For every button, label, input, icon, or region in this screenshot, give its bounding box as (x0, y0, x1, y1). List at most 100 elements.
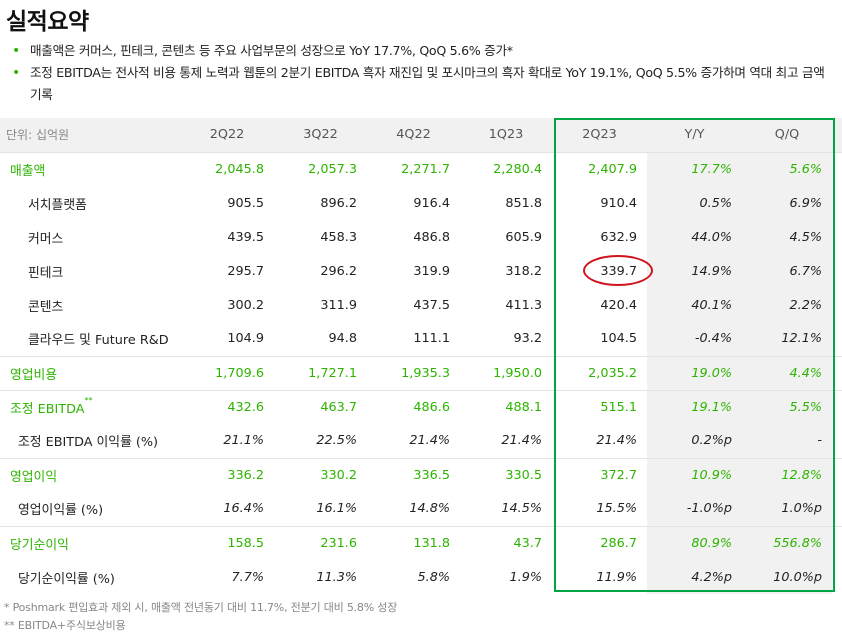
table-cell: 486.6 (367, 389, 460, 424)
table-cell: 318.2 (505, 263, 542, 279)
table-cell: 111.1 (413, 331, 450, 347)
column-header: Q/Q (742, 118, 832, 152)
table-cell: 458.3 (320, 229, 357, 245)
table-cell: 2,045.8 (180, 151, 274, 186)
table-cell: 300.2 (227, 297, 264, 313)
table-cell: 296.2 (320, 263, 357, 279)
table-cell: 1,935.3 (367, 355, 460, 390)
table-cell: 420.4 (600, 297, 637, 313)
table-cell: 14.9% (647, 254, 742, 288)
row-spacer (832, 525, 842, 560)
table-cell: 1,727.1 (274, 355, 367, 390)
row-spacer (832, 560, 842, 594)
table-cell: 11.9% (596, 569, 637, 585)
table-cell: 4.4% (742, 355, 832, 390)
table-cell: 488.1 (460, 389, 552, 424)
table-cell: 44.0% (647, 220, 742, 254)
table-row: 커머스 439.5 458.3 486.8 605.9 632.9 44.0% 4.5% (0, 220, 842, 254)
table-cell: 104.5 (600, 331, 637, 347)
table-cell: 336.2 (180, 457, 274, 492)
table-row: 당기순이익률 (%) 7.7% 11.3% 5.8% 1.9% 11.9% 4.2%p 10.… (0, 560, 842, 594)
table-cell: 7.7% (231, 569, 264, 585)
table-row: 영업이익률 (%) 16.4% 16.1% 14.8% 14.5% 15.5% -1.0%p… (0, 492, 842, 526)
row-label: 당기순이익률 (%) (18, 571, 115, 587)
column-header: 1Q23 (460, 118, 552, 152)
row-label: 매출액 (0, 151, 180, 186)
table-cell: 21.4% (596, 433, 637, 449)
green-dot-icon: • (12, 43, 20, 59)
table-cell: 372.7 (552, 457, 647, 492)
bullet-item: • 매출액은 커머스, 핀테크, 콘텐츠 등 주요 사업부문의 성장으로 YoY… (12, 40, 832, 62)
row-spacer (832, 355, 842, 390)
table-cell: 14.5% (501, 501, 542, 517)
row-spacer (832, 288, 842, 322)
table-cell: 12.1% (742, 322, 832, 356)
table-cell: 40.1% (647, 288, 742, 322)
table-cell: 19.1% (647, 389, 742, 424)
row-spacer (832, 389, 842, 424)
table-cell: - (742, 424, 832, 458)
table-cell: 93.2 (513, 331, 543, 347)
row-spacer (832, 424, 842, 458)
table-cell: -0.4% (647, 322, 742, 356)
row-spacer (832, 322, 842, 356)
table-cell: 286.7 (552, 525, 647, 560)
row-label: 영업비용 (0, 355, 180, 390)
row-spacer (832, 492, 842, 526)
column-header: 2Q23 (552, 118, 647, 152)
unit-label: 단위: 십억원 (0, 118, 180, 152)
table-cell: 22.5% (316, 433, 357, 449)
table-row: 당기순이익 158.5 231.6 131.8 43.7 286.7 80.9% 556.8% (0, 525, 842, 560)
table-cell: 486.8 (413, 229, 450, 245)
table-cell: 2,271.7 (367, 151, 460, 186)
table-row: 영업비용 1,709.6 1,727.1 1,935.3 1,950.0 2,035.2 1… (0, 355, 842, 390)
table-cell: 2,035.2 (552, 355, 647, 390)
table-cell: 4.5% (742, 220, 832, 254)
table-cell: 916.4 (413, 195, 450, 211)
table-cell: 910.4 (600, 195, 637, 211)
column-header: 4Q22 (367, 118, 460, 152)
row-label: 핀테크 (28, 265, 64, 281)
column-header: 2Q22 (180, 118, 274, 152)
header-spacer (832, 118, 842, 152)
table-cell: 319.9 (413, 263, 450, 279)
column-header: Y/Y (647, 118, 742, 152)
row-label: 콘텐츠 (28, 299, 64, 315)
table-cell: 21.4% (409, 433, 450, 449)
table-cell: 295.7 (227, 263, 264, 279)
table-cell: 43.7 (460, 525, 552, 560)
table-cell: 432.6 (180, 389, 274, 424)
table-cell: 2,057.3 (274, 151, 367, 186)
table-cell: 131.8 (367, 525, 460, 560)
summary-bullets: • 매출액은 커머스, 핀테크, 콘텐츠 등 주요 사업부문의 성장으로 YoY… (12, 40, 832, 106)
table-cell: 19.0% (647, 355, 742, 390)
table-cell: 851.8 (505, 195, 542, 211)
table-cell: 4.2%p (647, 560, 742, 594)
table-cell: 1,950.0 (460, 355, 552, 390)
green-dot-icon: • (12, 65, 20, 81)
table-cell: 605.9 (505, 229, 542, 245)
row-label: 커머스 (28, 231, 64, 247)
table-cell: 10.9% (647, 457, 742, 492)
table-cell: 1,709.6 (180, 355, 274, 390)
table-cell: 11.3% (316, 569, 357, 585)
row-spacer (832, 151, 842, 186)
table-cell: 12.8% (742, 457, 832, 492)
footnote: ** EBITDA+주식보상비용 (4, 619, 126, 632)
row-label: 영업이익 (0, 457, 180, 492)
table-cell: 5.8% (417, 569, 450, 585)
table-cell: 515.1 (552, 389, 647, 424)
table-cell: 80.9% (647, 525, 742, 560)
table-cell: 1.0%p (742, 492, 832, 526)
table-row: 조정 EBITDA** 432.6 463.7 486.6 488.1 515.1 19.1… (0, 389, 842, 424)
table-cell: 231.6 (274, 525, 367, 560)
table-cell: 6.7% (742, 254, 832, 288)
table-cell: 1.9% (509, 569, 542, 585)
table-cell: 2,280.4 (460, 151, 552, 186)
table-cell: 21.4% (501, 433, 542, 449)
table-cell: 896.2 (320, 195, 357, 211)
table-row: 클라우드 및 Future R&D 104.9 94.8 111.1 93.2 104.5… (0, 322, 842, 356)
table-cell: 6.9% (742, 186, 832, 220)
results-table: 단위: 십억원 2Q22 3Q22 4Q22 1Q23 2Q23 Y/Y Q/Q… (0, 118, 842, 594)
table-cell: 463.7 (274, 389, 367, 424)
